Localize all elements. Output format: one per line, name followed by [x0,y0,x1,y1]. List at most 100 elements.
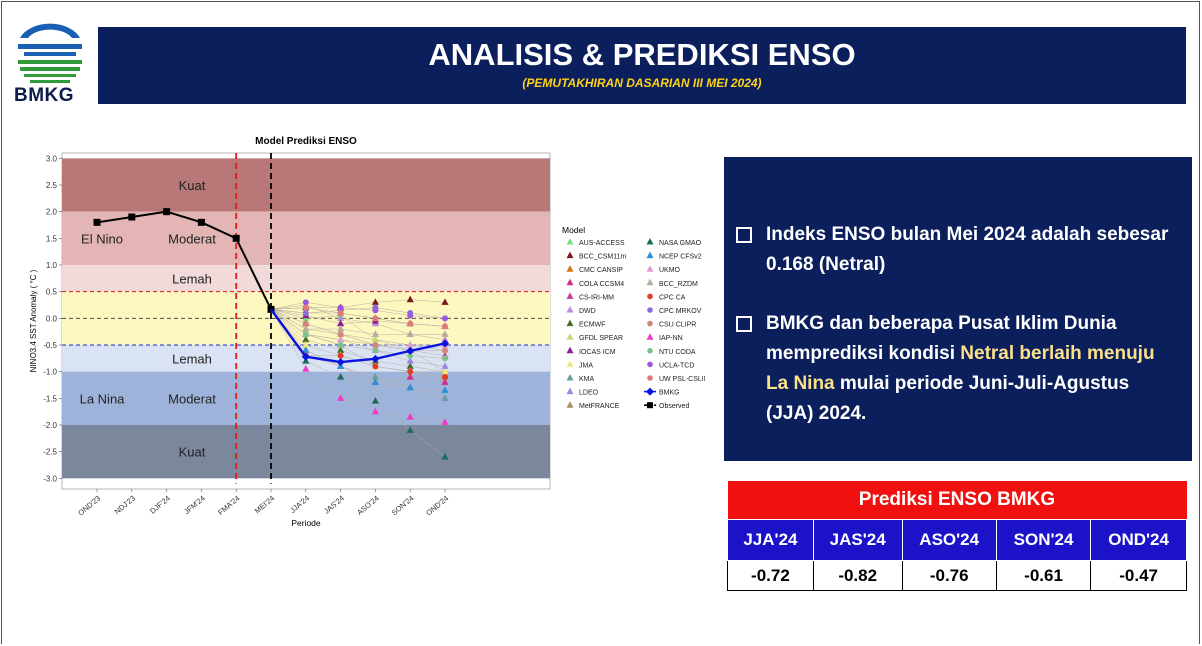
legend-label: JMA [579,362,593,369]
legend-label: IAP-NN [659,335,683,342]
model-point [302,346,310,353]
y-tick-label: 1.0 [46,261,58,270]
model-point [337,342,344,348]
model-line [270,309,446,372]
x-tick-label: SON'24 [390,494,416,518]
prediction-period: SON'24 [995,519,1092,561]
info-bullet-2-pre: BMKG dan beberapa Pusat Iklim Dunia memp… [766,313,1117,364]
observed-point [163,208,171,216]
y-tick-label: 1.5 [46,234,58,243]
observed-point [197,218,205,226]
legend-label: CPC MRKOV [659,308,702,315]
phase-label: El Nino [81,231,123,246]
y-tick-label: -1.0 [43,368,57,377]
model-line [270,309,446,458]
model-point [406,413,414,420]
model-point [337,335,345,343]
page-subtitle: (PEMUTAKHIRAN DASARIAN III MEI 2024) [522,76,762,90]
legend-marker [647,375,653,381]
model-line [270,307,446,327]
bmkg-point [301,352,310,361]
info-box: Indeks ENSO bulan Mei 2024 adalah sebesa… [724,157,1192,461]
x-tick-label: FMA'24 [216,494,241,517]
model-point [441,378,449,385]
logo-text: BMKG [14,85,75,106]
legend-marker [646,333,654,340]
chart-band [62,371,550,425]
model-line [270,309,445,335]
model-point [406,330,414,337]
model-point [337,373,345,380]
legend-label: AUS-ACCESS [579,240,625,247]
legend-label: ECMWF [579,322,605,329]
model-point [302,310,309,316]
legend-label: CSU CLIPR [659,322,696,329]
legend-marker [647,348,653,354]
prediction-period: JJA'24 [727,519,814,561]
model-point [407,352,414,359]
model-point [337,331,344,338]
chart-title: Model Prediksi ENSO [255,136,357,147]
model-point [441,386,449,393]
model-point [302,335,310,343]
checkbox-icon [736,316,752,332]
legend-marker [646,278,654,286]
y-tick-label: -2.0 [43,421,57,430]
prediction-value: -0.61 [995,560,1092,591]
legend-label: KMA [579,376,595,383]
observed-point [232,234,240,242]
info-bullet-2-highlight: Netral berlaih menuju La Nina [766,343,1155,394]
prediction-value: -0.47 [1090,560,1187,591]
legend-label: NCEP CFSv2 [659,254,702,261]
observed-point [128,213,136,221]
y-tick-label: 2.0 [46,208,58,217]
model-point [441,367,449,375]
legend-label: Observed [659,403,689,410]
bmkg-logo [10,10,90,106]
model-line [270,302,446,319]
model-point [371,378,379,385]
legend-label: UKMO [659,267,681,274]
model-point [371,335,379,343]
legend-label: BMKG [659,390,680,397]
legend-title: Model [562,225,585,235]
model-point [302,299,309,306]
model-point [372,347,379,354]
info-bullet-1: Indeks ENSO bulan Mei 2024 adalah sebesa… [736,220,1180,280]
legend-marker [566,401,574,408]
legend-marker [566,333,574,340]
bmkg-emblem-icon [18,23,82,83]
model-point [372,363,379,370]
prediction-period: JAS'24 [812,519,903,561]
legend-marker [566,278,574,286]
legend-marker [646,265,654,272]
info-bullet-2-text: BMKG dan beberapa Pusat Iklim Dunia memp… [766,309,1180,429]
model-point [441,335,449,343]
bmkg-line [270,308,446,364]
legend-marker [566,238,574,245]
observed-point [93,218,101,226]
legend-label: GFDL SPEAR [579,335,623,342]
model-point [302,325,310,332]
band-label: Lemah [172,351,212,366]
checkbox-icon [736,227,752,243]
header-banner: ANALISIS & PREDIKSI ENSO (PEMUTAKHIRAN D… [98,27,1186,104]
x-tick-label: JAS'24 [322,494,346,516]
model-point [337,314,345,321]
legend-label: CS-IRI-MM [579,294,614,301]
model-point [407,368,414,375]
legend-marker [566,292,574,299]
y-tick-label: 2.5 [46,181,58,190]
phase-label: La Nina [80,391,126,406]
model-line [270,309,446,423]
model-point [406,373,414,380]
model-point [441,298,449,305]
legend-label: IOCAS ICM [579,349,616,356]
prediction-table-title: Prediksi ENSO BMKG [727,481,1187,520]
observed-line [96,210,272,310]
y-tick-label: 0.5 [46,288,58,297]
model-point [371,373,379,380]
info-bullet-2-post: mulai periode Juni-Juli-Agustus (JJA) 20… [766,373,1130,424]
model-point [372,315,379,322]
